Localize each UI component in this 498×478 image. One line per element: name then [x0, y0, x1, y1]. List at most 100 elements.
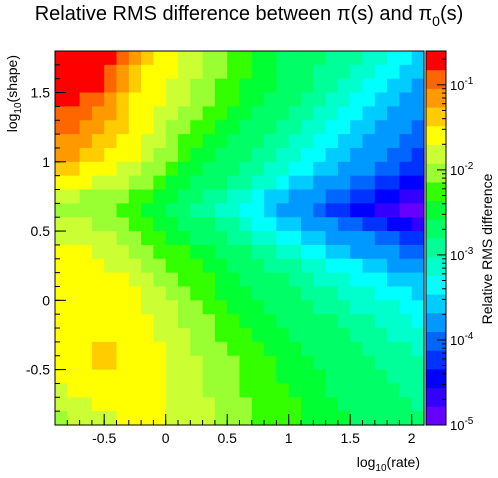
heatmap-cell: [79, 161, 93, 177]
heatmap-cell: [55, 189, 68, 204]
heatmap-cell: [128, 64, 142, 80]
y-axis: -0.5 0 0.5 1 1.5: [26, 50, 66, 426]
x-tick-label: 0.5: [217, 430, 237, 446]
heatmap-cell: [264, 92, 277, 108]
heatmap-cell: [350, 258, 364, 274]
colorbar-swatch: [426, 294, 446, 314]
heatmap-cell: [350, 175, 364, 191]
heatmap-cell: [104, 355, 118, 371]
heatmap-cell: [325, 328, 339, 343]
heatmap-cell: [251, 383, 265, 398]
colorbar-swatch: [426, 69, 446, 89]
heatmap-cell: [178, 147, 191, 163]
heatmap-cell: [337, 328, 351, 343]
heatmap-cell: [128, 231, 142, 246]
heatmap-cell: [411, 411, 425, 426]
heatmap-cell: [190, 314, 204, 329]
x-tick-label: -0.5: [92, 430, 116, 446]
heatmap-cell: [313, 383, 327, 398]
heatmap-cell: [276, 106, 290, 121]
heatmap-cell: [202, 411, 216, 426]
heatmap-cell: [190, 175, 204, 191]
heatmap-cell: [141, 244, 154, 260]
heatmap-cell: [325, 161, 339, 177]
heatmap-cell: [387, 341, 400, 357]
heatmap-cell: [104, 383, 118, 398]
heatmap-cell: [190, 51, 204, 66]
heatmap-cell: [202, 175, 216, 191]
heatmap-cell: [153, 92, 167, 108]
heatmap-cell: [264, 120, 277, 135]
heatmap-cell: [362, 286, 376, 301]
heatmap-cell: [350, 78, 364, 94]
heatmap-cell: [387, 314, 400, 329]
heatmap-cell: [165, 272, 179, 288]
heatmap-cell: [91, 355, 105, 371]
heatmap-cell: [190, 286, 204, 301]
heatmap-cell: [239, 175, 253, 191]
heatmap-cell: [55, 397, 68, 412]
heatmap-cell: [337, 217, 351, 232]
heatmap-cell: [153, 341, 167, 357]
heatmap-cell: [239, 92, 253, 108]
heatmap-cell: [227, 341, 241, 357]
heatmap-cell: [337, 286, 351, 301]
heatmap-cell: [202, 120, 216, 135]
heatmap-cell: [104, 147, 118, 163]
heatmap-cell: [288, 92, 302, 108]
heatmap-cell: [350, 341, 364, 357]
heatmap-cell: [227, 328, 241, 343]
heatmap-cell: [362, 134, 376, 149]
heatmap-cell: [79, 272, 93, 288]
heatmap-cell: [55, 314, 68, 329]
heatmap-cell: [202, 258, 216, 274]
heatmap-cell: [239, 383, 253, 398]
heatmap-cell: [214, 51, 228, 66]
heatmap-cell: [128, 272, 142, 288]
heatmap-cell: [399, 161, 413, 177]
heatmap-cell: [227, 92, 241, 108]
y-tick-label: 0.5: [31, 223, 51, 239]
heatmap-cell: [350, 231, 364, 246]
heatmap-cell: [350, 106, 364, 121]
heatmap-cell: [374, 411, 388, 426]
heatmap-cell: [251, 120, 265, 135]
heatmap-cell: [91, 397, 105, 412]
heatmap-cell: [362, 397, 376, 412]
heatmap-cell: [79, 51, 93, 66]
heatmap-cell: [276, 244, 290, 260]
heatmap-cell: [313, 411, 327, 426]
heatmap-cell: [288, 397, 302, 412]
heatmap-cell: [276, 300, 290, 315]
heatmap-cell: [178, 134, 191, 149]
heatmap-cell: [178, 78, 191, 94]
heatmap-cell: [350, 203, 364, 218]
heatmap-cell: [202, 78, 216, 94]
heatmap-cell: [337, 341, 351, 357]
heatmap-cell: [239, 314, 253, 329]
heatmap-cell: [190, 106, 204, 121]
heatmap-cell: [337, 120, 351, 135]
heatmap-cell: [104, 397, 118, 412]
heatmap-cell: [374, 106, 388, 121]
heatmap-cell: [202, 341, 216, 357]
heatmap-cell: [67, 272, 81, 288]
heatmap-cell: [116, 189, 130, 204]
heatmap-cell: [276, 355, 290, 371]
heatmap-cell: [128, 355, 142, 371]
heatmap-cell: [399, 106, 413, 121]
heatmap-cell: [67, 397, 81, 412]
heatmap-cell: [128, 120, 142, 135]
heatmap-cell: [362, 314, 376, 329]
heatmap-cell: [116, 106, 130, 121]
heatmap-cell: [165, 328, 179, 343]
heatmap-cell: [67, 217, 81, 232]
heatmap-cell: [301, 161, 314, 177]
colorbar-swatch: [426, 406, 446, 426]
heatmap-cell: [362, 175, 376, 191]
heatmap-cell: [141, 355, 154, 371]
heatmap-cell: [165, 397, 179, 412]
heatmap-cell: [313, 147, 327, 163]
heatmap-cell: [313, 328, 327, 343]
heatmap-cell: [214, 106, 228, 121]
